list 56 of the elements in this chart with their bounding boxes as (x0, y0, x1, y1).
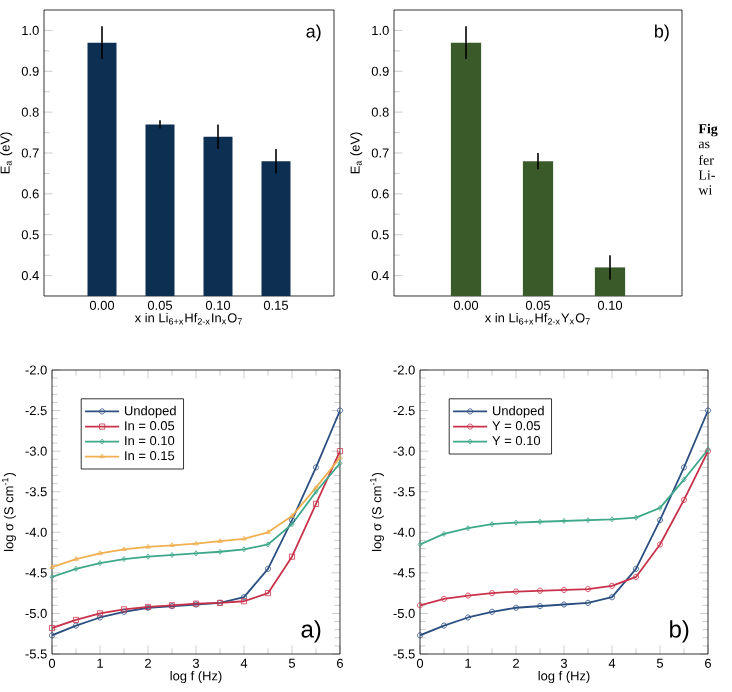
point (313, 500, 319, 507)
point (633, 565, 639, 572)
point (313, 464, 319, 471)
annotation: b) (670, 620, 689, 643)
point (537, 518, 543, 525)
point (73, 616, 79, 623)
point (441, 595, 447, 602)
point (289, 553, 295, 560)
point (513, 588, 519, 595)
point (265, 565, 271, 572)
point (513, 519, 519, 526)
point (121, 556, 127, 563)
point (681, 476, 687, 483)
point (313, 484, 319, 490)
point (73, 565, 79, 572)
point (217, 548, 223, 555)
point (561, 517, 567, 524)
point (73, 622, 79, 629)
point (537, 603, 543, 610)
point (121, 546, 127, 552)
point (313, 488, 319, 495)
point (241, 535, 247, 541)
point (441, 530, 447, 537)
point (489, 590, 495, 597)
point (465, 614, 471, 621)
point (145, 553, 151, 560)
point (489, 608, 495, 615)
point (681, 464, 687, 471)
point (169, 552, 175, 558)
point (241, 546, 247, 553)
point (585, 517, 591, 524)
point (265, 590, 271, 597)
point (561, 601, 567, 608)
point (193, 540, 199, 546)
point (681, 496, 687, 503)
point (441, 622, 447, 629)
annotation: a) (306, 24, 321, 42)
point (193, 550, 199, 557)
point (609, 516, 615, 523)
point (657, 504, 663, 511)
point (145, 543, 151, 549)
point (97, 560, 103, 567)
annotation: a) (301, 620, 321, 643)
point (561, 586, 567, 593)
point (513, 604, 519, 611)
point (657, 541, 663, 548)
point (465, 592, 471, 599)
point (633, 514, 639, 521)
point (489, 521, 495, 528)
point (97, 550, 103, 556)
point (609, 594, 615, 601)
point (465, 525, 471, 532)
point (657, 517, 663, 524)
point (265, 541, 271, 548)
annotation: b) (655, 24, 669, 42)
point (585, 599, 591, 606)
